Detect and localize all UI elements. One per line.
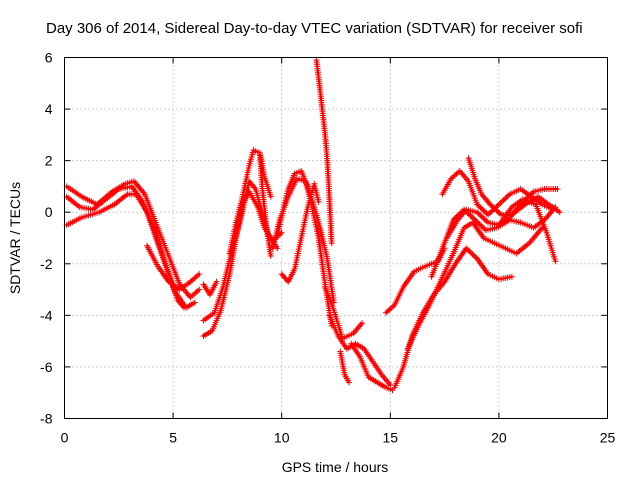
y-tick-label: 6 <box>45 50 53 66</box>
y-tick-label: 2 <box>45 153 53 169</box>
axis-ticks: 0 5 10 15 20 25 -8 -6 -4 -2 0 2 4 6 <box>40 50 615 446</box>
x-tick-label: 25 <box>600 430 616 446</box>
y-tick-label: -8 <box>40 411 53 427</box>
x-tick-label: 10 <box>274 430 290 446</box>
plus-markers <box>63 57 563 394</box>
series-trace-20 <box>406 221 544 350</box>
y-tick-label: -2 <box>40 256 53 272</box>
x-tick-label: 15 <box>383 430 399 446</box>
x-tick-label: 0 <box>61 430 69 446</box>
plot-frame <box>64 57 608 419</box>
grid-lines <box>64 57 608 419</box>
y-axis-label: SDTVAR / TECUs <box>7 182 23 294</box>
data-traces <box>63 57 563 394</box>
y-tick-label: -6 <box>40 359 53 375</box>
x-tick-label: 5 <box>169 430 177 446</box>
y-tick-label: 0 <box>45 204 53 220</box>
chart-title: Day 306 of 2014, Sidereal Day-to-day VTE… <box>46 20 583 37</box>
y-tick-label: -4 <box>40 307 53 323</box>
x-tick-label: 20 <box>491 430 507 446</box>
y-tick-label: 4 <box>45 101 53 117</box>
x-axis-label: GPS time / hours <box>282 459 389 475</box>
